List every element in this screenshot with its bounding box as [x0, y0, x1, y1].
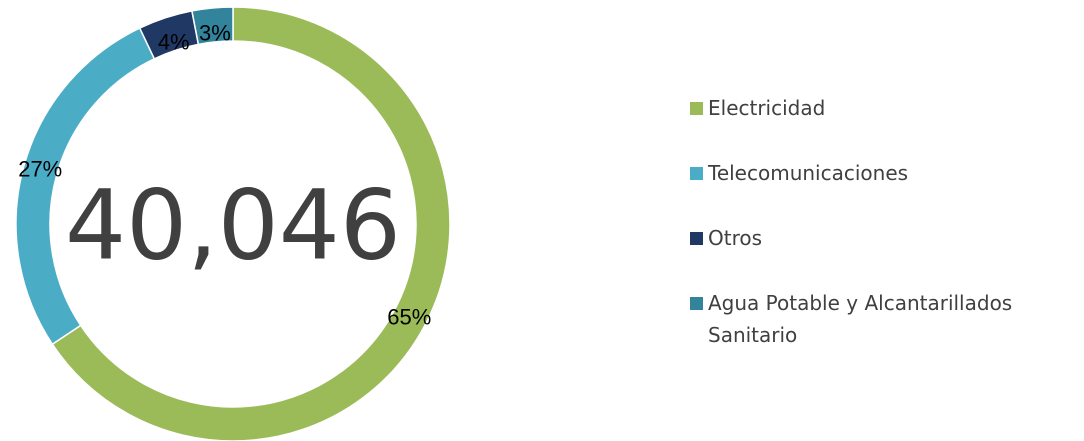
legend-item: Electricidad	[690, 92, 1080, 124]
legend-label: Agua Potable y Alcantarillados Sanitario	[708, 291, 1013, 347]
donut-slice	[191, 6, 234, 46]
center-total: 40,046	[65, 169, 401, 281]
legend-item: Agua Potable y Alcantarillados Sanitario	[690, 287, 1080, 351]
data-label: 4%	[158, 29, 190, 54]
legend-swatch	[690, 232, 703, 245]
legend: Electricidad Telecomunicaciones Otros Agua …	[690, 92, 1080, 384]
legend-label: Telecomunicaciones	[708, 161, 909, 185]
data-label: 3%	[199, 21, 231, 46]
data-label: 65%	[387, 304, 431, 329]
donut-slice	[51, 6, 451, 441]
legend-label: Electricidad	[708, 96, 826, 120]
legend-swatch	[690, 297, 703, 310]
legend-label: Otros	[708, 226, 763, 250]
legend-swatch	[690, 167, 703, 180]
legend-swatch	[690, 102, 703, 115]
legend-item: Otros	[690, 222, 1080, 254]
data-label: 27%	[18, 157, 62, 182]
legend-item: Telecomunicaciones	[690, 157, 1080, 189]
